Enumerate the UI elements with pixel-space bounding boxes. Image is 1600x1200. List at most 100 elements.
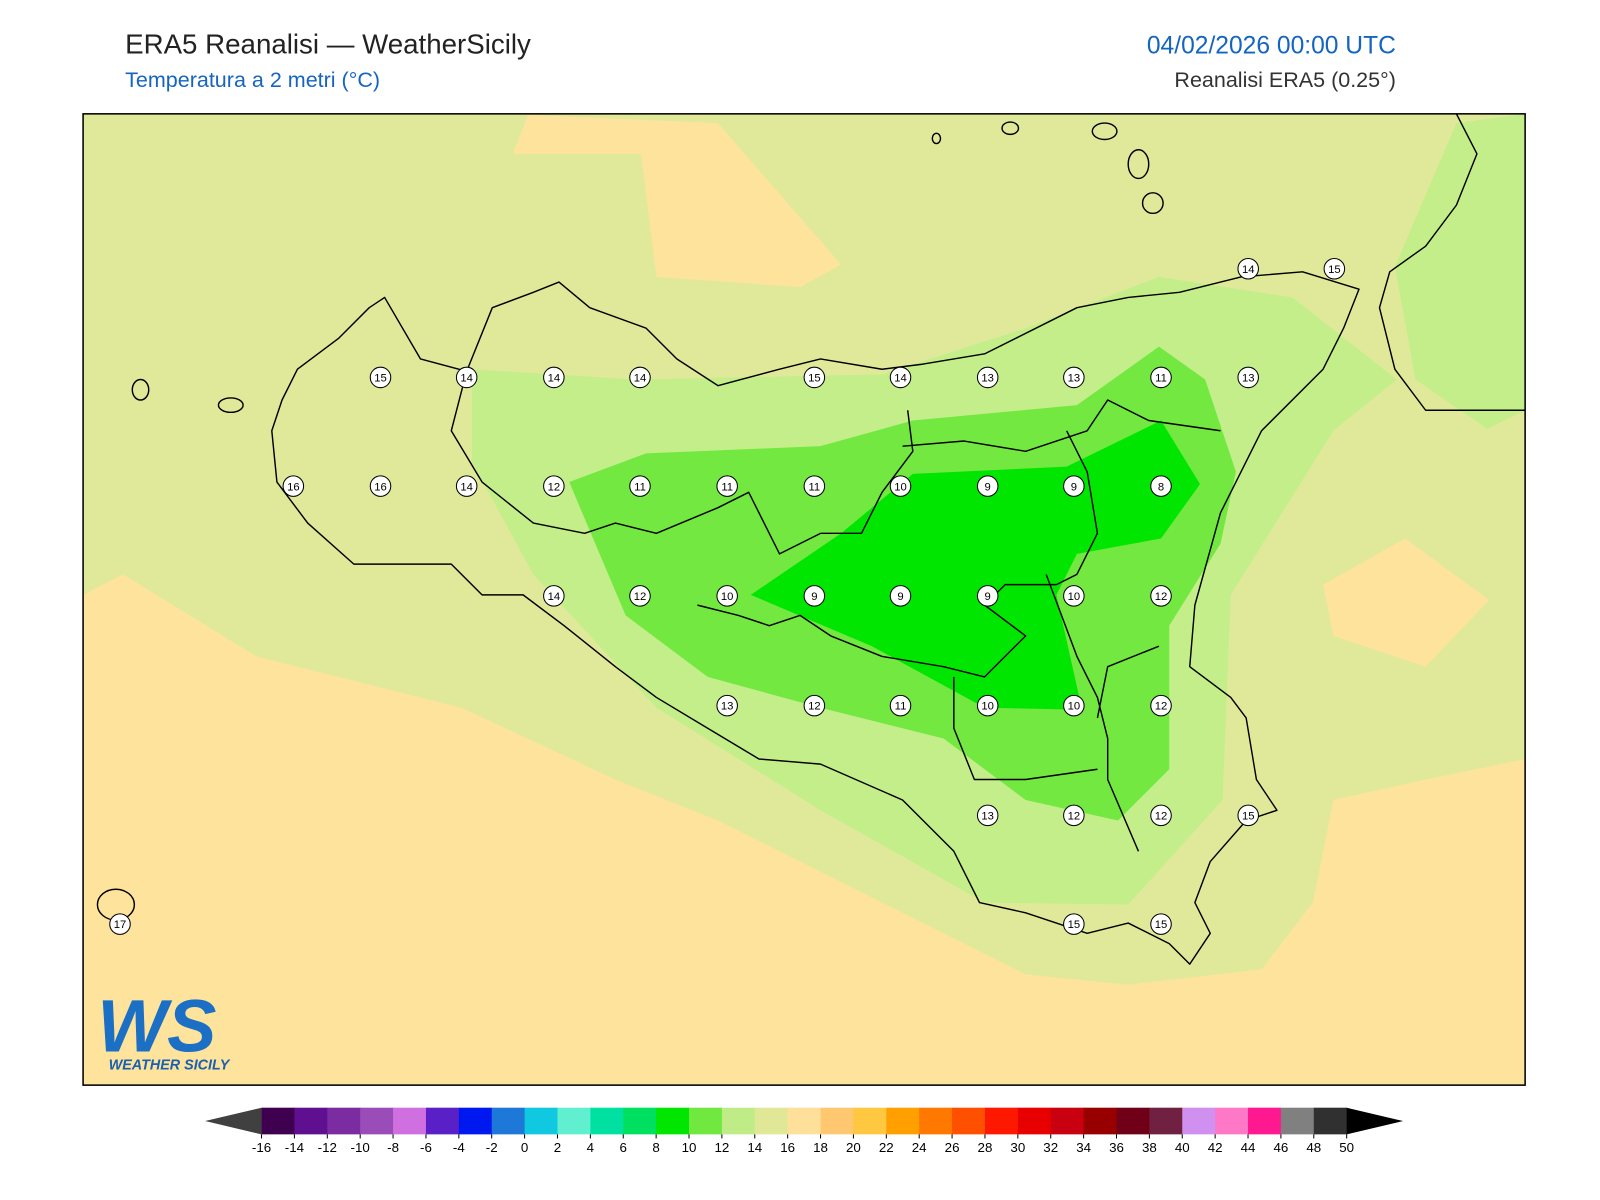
island [1001,121,1020,136]
field-16-18 [1323,538,1490,667]
colorbar-tick-label: 28 [978,1140,993,1155]
station-marker [889,475,912,497]
colorbar-segment [425,1107,460,1135]
station-value: 14 [460,373,473,385]
colorbar-segment [1017,1107,1052,1135]
station-value: 15 [1242,810,1255,822]
colorbar-segment [524,1107,558,1135]
colorbar-segment [1050,1107,1085,1135]
station-value: 14 [548,373,561,385]
station-marker [543,475,565,497]
colorbar-tick-label: 44 [1241,1140,1256,1155]
colorbar-segment [820,1107,854,1135]
station-marker [1150,913,1172,935]
station-marker [803,585,826,607]
station-value: 11 [1155,373,1167,385]
station-marker [803,475,826,497]
station-marker [629,366,651,389]
station-value: 13 [1068,373,1081,385]
colorbar-segment [952,1107,986,1135]
station-value: 13 [721,701,734,713]
station-value: 12 [548,481,561,493]
colorbar-tick-label: 38 [1142,1140,1157,1155]
colorbar-segment [623,1107,657,1135]
colorbar-segment [327,1107,361,1135]
station-value: 12 [808,701,821,713]
station-marker [455,366,478,389]
colorbar-tick-label: -4 [453,1140,465,1155]
colorbar-tick-label: 24 [912,1140,927,1155]
colorbar-segment [787,1107,822,1135]
colorbar-segment [1149,1107,1183,1135]
station-value: 12 [1155,591,1168,603]
colorbar-tick-label: -6 [420,1140,432,1155]
colorbar-segment [1248,1107,1282,1135]
station-marker [543,585,565,607]
station-value: 10 [1068,701,1081,713]
station-marker [1237,804,1259,827]
station-value: 9 [811,591,817,603]
colorbar-tick-label: 0 [521,1140,528,1155]
colorbar-segment [656,1107,690,1135]
station-value: 13 [981,373,994,385]
colorbar-under [205,1107,262,1135]
station-marker [1063,585,1085,607]
station-value: 16 [287,481,300,493]
colorbar-tick-label: 32 [1043,1140,1058,1155]
colorbar-tick-label: 30 [1010,1140,1025,1155]
station-marker [1150,366,1172,389]
colorbar-segment [590,1107,624,1135]
station-marker [1150,804,1172,827]
colorbar-segment [1280,1107,1315,1135]
station-layer: 14 15 15 14 14 14 15 14 13 13 11 13 16 16 14 12 11 11 11 10… [109,257,1346,935]
subtitle: Temperatura a 2 metri (°C) [125,68,380,92]
colorbar-segment [393,1107,427,1135]
island [1091,122,1118,141]
field-16-18 [83,574,1526,1086]
station-value: 9 [985,591,991,603]
map-field [83,113,1526,1086]
station-value: 11 [809,481,821,493]
station-marker [543,366,565,389]
field-12-14 [1394,113,1526,429]
colorbar-segment [754,1107,789,1135]
station-marker [976,475,999,497]
station-value: 14 [634,373,647,385]
colorbar-tick-label: 26 [945,1140,960,1155]
station-value: 10 [981,701,994,713]
station-marker [889,585,912,607]
station-value: 14 [894,373,907,385]
colorbar-segment [721,1107,756,1135]
colorbar-tick-label: 50 [1339,1140,1354,1155]
field-16-18 [512,114,842,288]
station-value: 12 [1155,701,1168,713]
colorbar-segment [557,1107,591,1135]
colorbar-tick-label: 18 [813,1140,828,1155]
station-value: 17 [114,919,127,931]
colorbar-tick-label: 40 [1175,1140,1190,1155]
station-value: 15 [374,373,387,385]
map-frame [82,113,1526,1086]
colorbar-segment [261,1107,295,1135]
colorbar-segment [458,1107,493,1135]
colorbar-tick-label: 12 [714,1140,729,1155]
station-marker [889,366,912,389]
station-marker [1063,694,1085,717]
island [217,397,244,414]
colorbar-tick-label: -16 [252,1140,271,1155]
station-marker [282,475,305,497]
colorbar-segment [1313,1107,1348,1135]
station-value: 15 [1328,264,1341,276]
station-value: 10 [1068,591,1081,603]
colorbar-segment [360,1107,394,1135]
station-marker [889,694,912,717]
colorbar-segment [853,1107,887,1135]
station-marker [629,475,651,497]
island [1127,149,1150,180]
colorbar-tick-label: 36 [1109,1140,1124,1155]
title: ERA5 Reanalisi — WeatherSicily [125,28,531,59]
colorbar-tick-label: 2 [554,1140,561,1155]
station-value: 11 [895,701,907,713]
